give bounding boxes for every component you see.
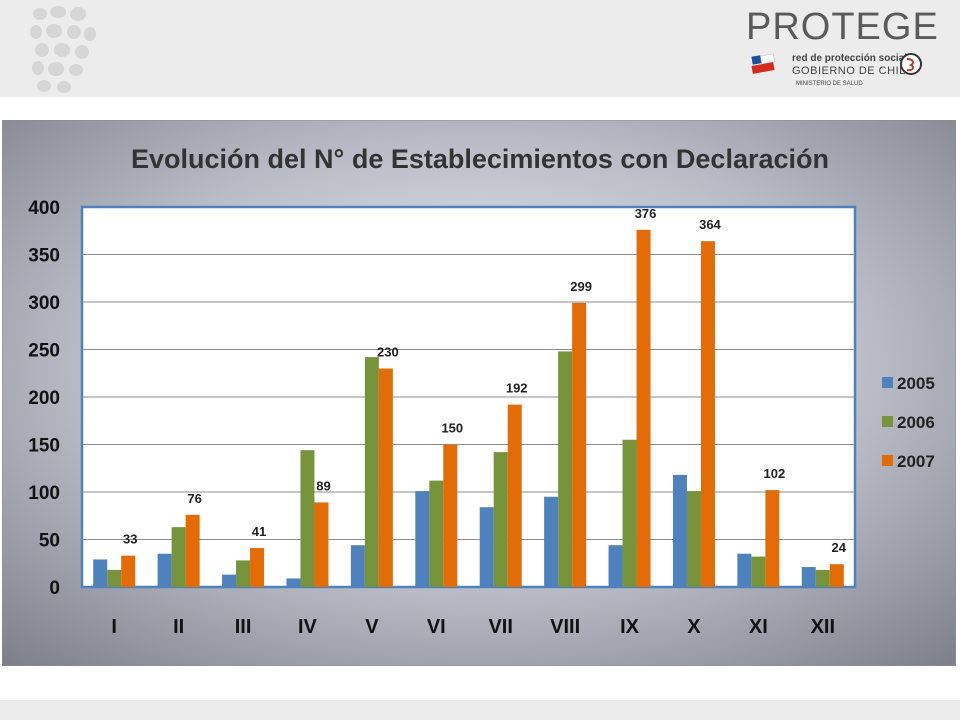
bar-2005-VII xyxy=(479,507,494,587)
bar-2007-II xyxy=(185,514,200,587)
x-tick-label: V xyxy=(365,616,379,638)
x-tick-label: X xyxy=(687,616,701,638)
legend-label: 2005 xyxy=(897,374,935,393)
x-tick-label: VIII xyxy=(550,616,580,638)
data-label: 230 xyxy=(377,345,399,360)
brand-subtitle: red de protección social xyxy=(792,53,908,64)
bar-2005-VIII xyxy=(544,496,559,587)
bar-2005-III xyxy=(222,574,237,587)
y-tick-label: 50 xyxy=(39,531,60,552)
bar-2005-I xyxy=(93,559,108,587)
bar-chart: Evolución del N° de Establecimientos con… xyxy=(2,120,956,666)
footer-bar xyxy=(0,700,960,720)
bar-2006-X xyxy=(686,491,701,587)
data-label: 150 xyxy=(441,421,463,436)
protege-logo: PROTEGE red de protección social GOBIERN… xyxy=(740,6,940,94)
data-label: 41 xyxy=(252,524,266,539)
header-bar: PROTEGE red de protección social GOBIERN… xyxy=(0,0,960,97)
x-tick-label: II xyxy=(173,616,184,638)
data-label: 376 xyxy=(635,206,657,221)
legend-swatch-2005 xyxy=(882,377,893,388)
x-tick-label: XII xyxy=(811,616,835,638)
chart-panel: Evolución del N° de Establecimientos con… xyxy=(2,120,956,666)
bar-2006-XI xyxy=(751,556,766,587)
brand-title: PROTEGE xyxy=(746,6,939,48)
bar-2007-IX xyxy=(636,229,651,588)
x-tick-label: IV xyxy=(298,616,318,638)
bar-2007-VII xyxy=(507,404,522,587)
bar-2006-II xyxy=(171,527,186,587)
bar-2005-II xyxy=(157,553,172,587)
bar-2007-IV xyxy=(314,502,329,587)
y-tick-label: 200 xyxy=(28,388,60,409)
data-label: 76 xyxy=(187,491,201,506)
y-tick-label: 400 xyxy=(28,198,60,219)
bar-2006-V xyxy=(364,357,379,587)
brand-ministry: MINISTERIO DE SALUD xyxy=(796,81,863,87)
x-tick-label: VII xyxy=(488,616,512,638)
data-label: 24 xyxy=(832,540,847,555)
bar-2007-VI xyxy=(443,444,458,587)
y-tick-label: 250 xyxy=(28,341,60,362)
bar-2007-V xyxy=(378,368,393,587)
y-tick-label: 300 xyxy=(28,293,60,314)
bar-2006-VII xyxy=(493,452,508,587)
legend-label: 2006 xyxy=(897,413,935,432)
data-label: 299 xyxy=(570,279,592,294)
chile-flag-icon xyxy=(751,53,775,74)
y-tick-label: 350 xyxy=(28,246,60,267)
bar-2007-VIII xyxy=(572,302,587,587)
bar-2006-IV xyxy=(300,450,315,587)
y-tick-label: 0 xyxy=(49,578,60,599)
bar-2006-VI xyxy=(429,480,444,587)
chart-title: Evolución del N° de Establecimientos con… xyxy=(131,144,829,174)
bar-2005-XII xyxy=(801,567,816,587)
data-label: 364 xyxy=(699,217,721,232)
bar-2007-XI xyxy=(765,490,780,587)
bar-2006-XII xyxy=(815,569,830,587)
bar-2007-X xyxy=(700,241,715,587)
bar-2005-IX xyxy=(608,545,623,587)
bar-2006-VIII xyxy=(558,351,573,587)
data-label: 33 xyxy=(123,532,137,547)
bar-2005-X xyxy=(672,474,687,587)
x-tick-label: XI xyxy=(749,616,768,638)
legend-swatch-2006 xyxy=(882,416,893,427)
bar-2006-III xyxy=(236,560,251,587)
legend-label: 2007 xyxy=(897,452,935,471)
legend-swatch-2007 xyxy=(882,455,893,466)
bar-2006-I xyxy=(107,569,122,587)
x-tick-label: I xyxy=(111,616,117,638)
bar-2007-III xyxy=(250,548,265,587)
data-label: 89 xyxy=(316,478,330,493)
bar-2005-VI xyxy=(415,491,430,587)
bar-2007-XII xyxy=(829,564,844,587)
bar-2006-IX xyxy=(622,439,637,587)
x-tick-label: IX xyxy=(620,616,640,638)
data-label: 102 xyxy=(764,466,786,481)
y-tick-label: 100 xyxy=(28,483,60,504)
data-label: 192 xyxy=(506,381,528,396)
y-tick-label: 150 xyxy=(28,436,60,457)
pebble-pattern-icon xyxy=(30,6,96,93)
x-tick-label: VI xyxy=(427,616,446,638)
bar-2005-IV xyxy=(286,578,301,587)
ministry-seal-icon xyxy=(900,53,922,75)
brand-government: GOBIERNO DE CHILE xyxy=(792,65,914,77)
bar-2005-XI xyxy=(737,553,752,587)
bar-2005-V xyxy=(350,545,365,587)
bar-2007-I xyxy=(121,555,136,587)
x-tick-label: III xyxy=(235,616,252,638)
